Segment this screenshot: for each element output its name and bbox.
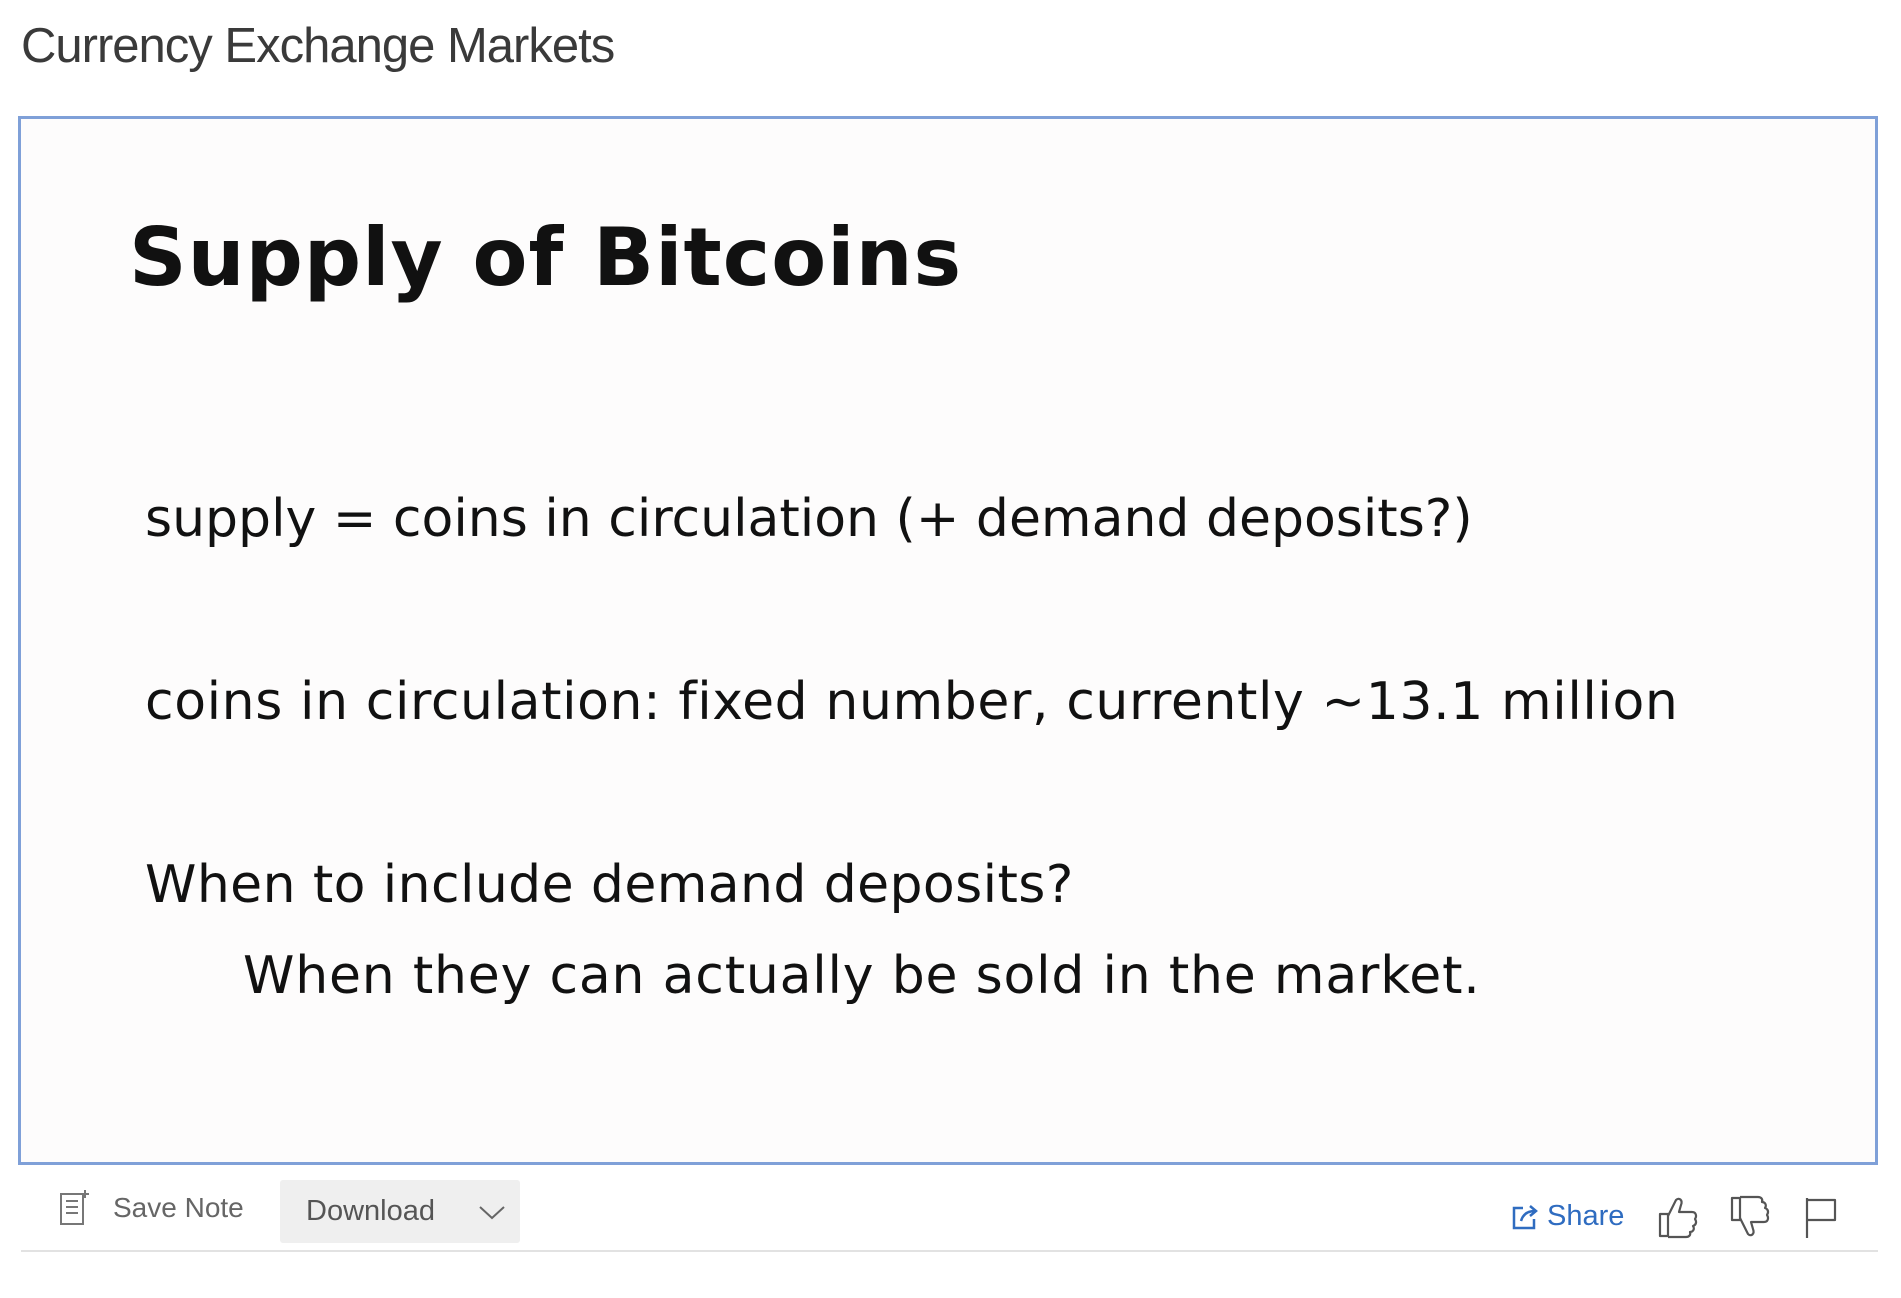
save-note-label: Save Note bbox=[113, 1192, 244, 1223]
download-label: Download bbox=[306, 1195, 435, 1227]
note-icon bbox=[60, 1190, 89, 1225]
save-note-button[interactable]: Save Note bbox=[59, 1190, 244, 1226]
slide-toolbar: Save Note Download Share bbox=[21, 1170, 1878, 1252]
slide-text-line: supply = coins in circulation (+ demand … bbox=[145, 489, 1473, 549]
share-icon bbox=[1512, 1204, 1538, 1229]
slide-title: Supply of Bitcoins bbox=[129, 211, 963, 304]
chevron-down-icon bbox=[479, 1206, 505, 1220]
share-label: Share bbox=[1547, 1200, 1625, 1232]
slide-text-line: coins in circulation: fixed number, curr… bbox=[145, 672, 1679, 732]
flag-icon[interactable] bbox=[1799, 1194, 1843, 1240]
download-dropdown[interactable]: Download bbox=[280, 1180, 520, 1243]
thumbs-up-icon[interactable] bbox=[1656, 1194, 1700, 1240]
page-title: Currency Exchange Markets bbox=[21, 19, 615, 73]
thumbs-down-icon[interactable] bbox=[1728, 1194, 1772, 1240]
slide-text-line: When to include demand deposits? bbox=[145, 855, 1074, 915]
share-button[interactable]: Share bbox=[1511, 1200, 1624, 1233]
slide-viewer: Supply of Bitcoins supply = coins in cir… bbox=[18, 116, 1878, 1165]
slide-text-line: When they can actually be sold in the ma… bbox=[243, 946, 1481, 1006]
